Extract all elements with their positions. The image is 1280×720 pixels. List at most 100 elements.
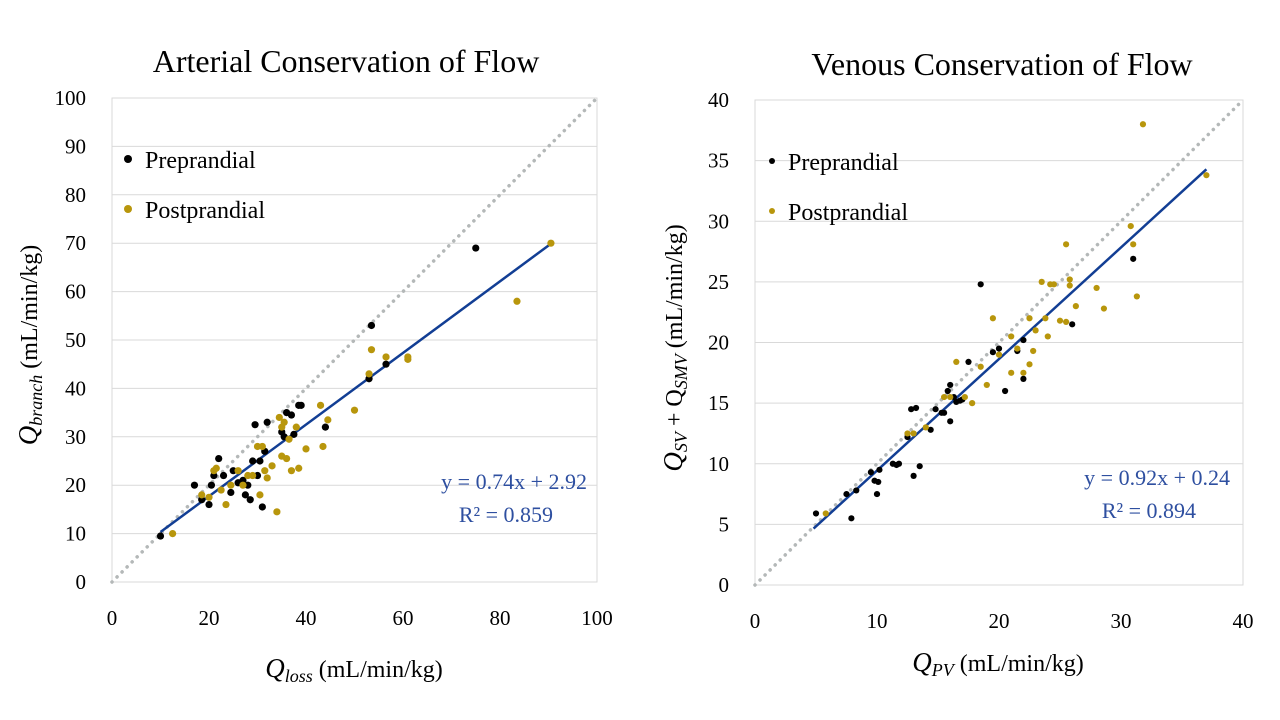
x-axis-label: QPV (mL/min/kg) xyxy=(912,647,1083,680)
y-tick-label: 40 xyxy=(708,88,729,112)
identity-line xyxy=(753,98,1245,587)
y-tick-label: 25 xyxy=(708,270,729,294)
data-point-postprandial xyxy=(1130,241,1137,248)
data-point-preprandial xyxy=(241,491,249,499)
data-point-preprandial xyxy=(873,490,881,498)
legend: Preprandial Postprandial xyxy=(769,150,908,226)
x-tick-label: 20 xyxy=(199,606,220,630)
data-point-preprandial xyxy=(367,321,376,330)
data-point-preprandial xyxy=(944,387,951,395)
data-point-preprandial xyxy=(908,406,915,413)
y-tick-label: 70 xyxy=(65,231,86,255)
data-point-postprandial xyxy=(1032,327,1039,334)
legend-marker-preprandial xyxy=(769,158,775,164)
data-point-postprandial xyxy=(995,351,1003,358)
x-axis-label: Qloss (mL/min/kg) xyxy=(265,653,443,686)
data-point-postprandial xyxy=(234,467,242,475)
data-point-postprandial xyxy=(1100,305,1108,312)
x-tick-label: 40 xyxy=(296,606,317,630)
data-point-preprandial xyxy=(190,481,199,489)
data-point-postprandial xyxy=(382,353,390,361)
data-point-preprandial xyxy=(227,488,235,497)
data-point-preprandial xyxy=(977,281,984,288)
data-point-postprandial xyxy=(983,381,990,389)
data-point-postprandial xyxy=(547,239,555,247)
data-point-postprandial xyxy=(1044,333,1051,340)
data-point-postprandial xyxy=(273,508,281,516)
plot-area xyxy=(754,99,1244,586)
legend-marker-postprandial xyxy=(124,205,132,213)
data-point-postprandial xyxy=(953,358,960,365)
data-point-preprandial xyxy=(156,532,165,540)
x-tick-label: 20 xyxy=(989,609,1010,633)
data-point-postprandial xyxy=(1050,281,1057,288)
data-point-postprandial xyxy=(1072,303,1079,310)
data-point-preprandial xyxy=(219,471,228,480)
data-point-postprandial xyxy=(1008,369,1015,376)
data-point-postprandial xyxy=(222,500,230,509)
data-point-postprandial xyxy=(275,413,283,422)
data-point-preprandial xyxy=(382,360,390,368)
legend-label-postprandial: Postprandial xyxy=(145,198,265,224)
y-tick-label: 30 xyxy=(65,425,86,449)
data-point-preprandial xyxy=(932,406,939,413)
data-point-postprandial xyxy=(1063,318,1070,325)
data-point-preprandial xyxy=(249,457,257,465)
data-point-postprandial xyxy=(513,297,521,305)
data-point-postprandial xyxy=(1042,315,1049,322)
data-point-postprandial xyxy=(1093,284,1100,292)
x-tick-labels: 0 10 20 30 40 xyxy=(750,609,1254,633)
data-point-postprandial xyxy=(227,481,235,489)
data-point-postprandial xyxy=(1133,293,1140,300)
data-point-postprandial xyxy=(1056,317,1064,324)
data-point-postprandial xyxy=(292,423,300,431)
y-tick-label: 90 xyxy=(65,134,86,158)
data-point-preprandial xyxy=(1020,375,1027,382)
data-point-postprandial xyxy=(350,406,359,414)
data-point-postprandial xyxy=(239,481,247,489)
data-point-postprandial xyxy=(367,346,376,354)
data-point-postprandial xyxy=(941,393,948,401)
data-point-preprandial xyxy=(297,401,305,409)
data-point-postprandial xyxy=(1020,369,1027,376)
data-point-preprandial xyxy=(215,454,223,463)
chart-title: Venous Conservation of Flow xyxy=(811,46,1192,82)
data-point-preprandial xyxy=(812,510,820,517)
y-tick-label: 80 xyxy=(65,183,86,207)
data-point-preprandial xyxy=(947,381,954,389)
data-point-preprandial xyxy=(912,404,920,412)
data-point-postprandial xyxy=(261,467,269,475)
r-squared-label: R² = 0.894 xyxy=(1102,498,1196,523)
data-point-preprandial xyxy=(1020,336,1027,344)
data-point-preprandial xyxy=(965,358,972,365)
arterial-chart: Arterial Conservation of Flow 0 20 40 60 80 1… xyxy=(13,43,613,686)
data-point-preprandial xyxy=(321,423,329,431)
x-tick-label: 80 xyxy=(490,606,511,630)
trendline-equation: y = 0.92x + 0.24 xyxy=(1084,465,1230,490)
y-tick-label: 0 xyxy=(719,573,730,597)
data-point-postprandial xyxy=(1038,278,1045,285)
data-point-preprandial xyxy=(290,430,298,438)
y-tick-labels: 0 5 10 15 20 25 30 35 40 xyxy=(708,88,729,597)
data-point-postprandial xyxy=(365,370,373,378)
data-point-postprandial xyxy=(1127,223,1134,230)
x-tick-labels: 0 20 40 60 80 100 xyxy=(107,606,613,630)
data-point-preprandial xyxy=(916,463,923,470)
data-point-preprandial xyxy=(251,421,259,429)
identity-line xyxy=(110,96,599,584)
data-point-postprandial xyxy=(1026,361,1033,368)
data-point-postprandial xyxy=(169,530,177,538)
data-point-preprandial xyxy=(256,457,264,465)
legend-label-preprandial: Preprandial xyxy=(788,150,899,176)
y-tick-label: 60 xyxy=(65,280,86,304)
y-tick-label: 20 xyxy=(708,331,729,355)
data-point-postprandial xyxy=(977,363,984,370)
data-point-postprandial xyxy=(1203,172,1210,179)
data-point-preprandial xyxy=(927,426,934,433)
data-point-postprandial xyxy=(947,393,954,401)
data-point-preprandial xyxy=(258,503,266,511)
data-point-postprandial xyxy=(198,491,206,499)
data-point-postprandial xyxy=(249,471,257,480)
data-point-postprandial xyxy=(1030,347,1037,355)
